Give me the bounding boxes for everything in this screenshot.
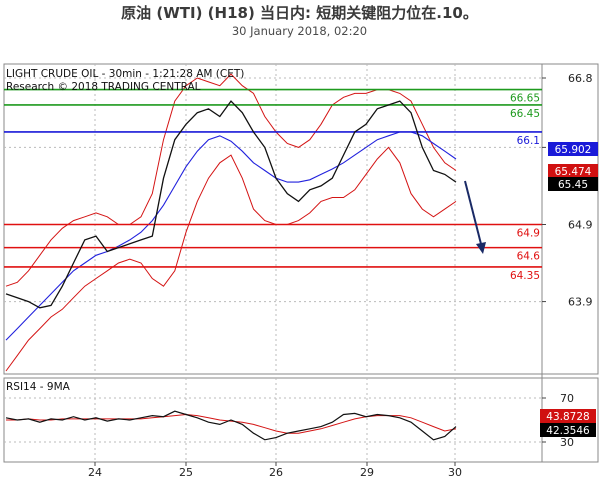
price-badge	[548, 142, 598, 156]
page-subtitle: 30 January 2018, 02:20	[231, 24, 368, 38]
level-label: 64.9	[517, 227, 540, 239]
chart-title: LIGHT CRUDE OIL - 30min - 1:21:28 AM (CE…	[6, 68, 244, 80]
price-panel-frame	[3, 63, 599, 375]
moving-average-line	[5, 131, 457, 341]
rsi-badge	[540, 409, 596, 423]
rsi-tick-label: 70	[560, 392, 574, 405]
rsi-title: RSI14 - 9MA	[6, 381, 71, 393]
price-badge-label: 65.45	[558, 179, 588, 191]
x-tick-label: 24	[88, 466, 102, 479]
x-tick-label: 30	[448, 466, 462, 479]
bollinger-lower-line	[5, 146, 457, 372]
level-label: 64.6	[517, 251, 541, 263]
level-label: 66.45	[510, 108, 540, 120]
rsi-badge-label: 42.3546	[546, 425, 590, 437]
level-label: 64.35	[510, 270, 540, 282]
price-tick-label: 66.8	[568, 72, 593, 85]
price-badge-label: 65.474	[555, 166, 592, 178]
chart-credit: Research © 2018 TRADING CENTRAL	[6, 81, 201, 93]
price-badge	[548, 164, 598, 178]
level-label: 66.65	[510, 93, 540, 105]
price-tick-label: 64.9	[568, 218, 593, 231]
price-tick-label: 63.9	[568, 296, 593, 309]
forecast-arrow	[464, 180, 482, 245]
rsi-badge	[540, 423, 596, 437]
rsi-badge-label: 43.8728	[546, 411, 589, 423]
price-line	[5, 100, 457, 309]
x-tick-label: 25	[179, 466, 193, 479]
forecast-arrow-head	[476, 242, 486, 254]
price-badge	[548, 177, 598, 191]
price-badge-label: 65.902	[555, 144, 592, 156]
bollinger-upper-line	[5, 73, 457, 287]
level-label: 66.1	[517, 135, 540, 147]
rsi-panel-frame	[3, 377, 599, 463]
rsi-tick-label: 30	[560, 436, 574, 449]
rsi-line	[5, 410, 457, 441]
page-title: 原油 (WTI) (H18) 当日内: 短期关键阻力位在.10。	[121, 4, 478, 22]
x-tick-label: 26	[269, 466, 283, 479]
x-tick-label: 29	[360, 466, 374, 479]
